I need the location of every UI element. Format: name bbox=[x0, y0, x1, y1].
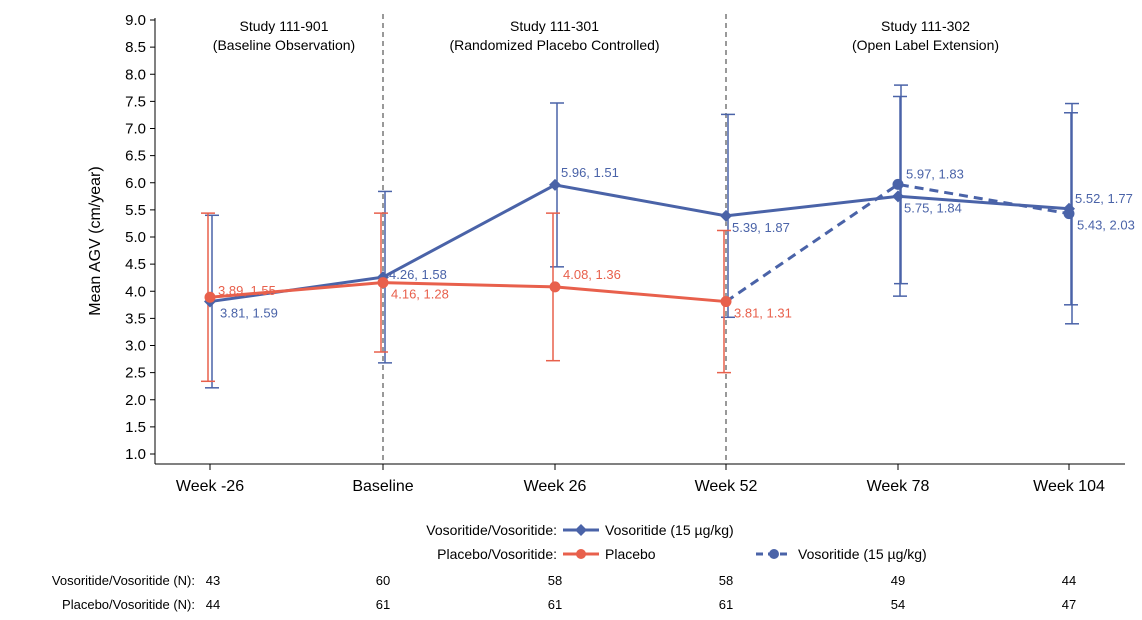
n-table-value: 43 bbox=[206, 573, 220, 588]
y-tick-label: 5.5 bbox=[125, 202, 146, 219]
n-table-value: 58 bbox=[548, 573, 562, 588]
period-subtitle: (Randomized Placebo Controlled) bbox=[449, 37, 659, 53]
y-tick-label: 9.0 bbox=[125, 12, 146, 29]
data-label: 5.96, 1.51 bbox=[561, 165, 619, 180]
period-title: Study 111-302 bbox=[881, 18, 970, 34]
n-table-value: 60 bbox=[376, 573, 390, 588]
y-axis-label: Mean AGV (cm/year) bbox=[87, 166, 104, 315]
period-subtitle: (Baseline Observation) bbox=[213, 37, 355, 53]
legend-group-label: Placebo/Vosoritide: bbox=[437, 546, 557, 562]
data-point-circle bbox=[204, 291, 216, 303]
data-point-circle bbox=[377, 277, 389, 289]
y-tick-label: 4.5 bbox=[125, 256, 146, 273]
data-point-circle bbox=[549, 281, 561, 293]
data-point-diamond bbox=[549, 178, 561, 191]
data-label: 3.81, 1.31 bbox=[734, 306, 792, 321]
n-table-value: 44 bbox=[1062, 573, 1076, 588]
y-tick-label: 1.0 bbox=[125, 446, 146, 463]
data-label: 5.39, 1.87 bbox=[732, 220, 790, 235]
data-label: 5.43, 2.03 bbox=[1077, 218, 1135, 233]
data-label: 4.26, 1.58 bbox=[389, 267, 447, 282]
data-point-circle bbox=[1063, 208, 1075, 220]
data-point-circle bbox=[892, 178, 904, 190]
y-tick-label: 8.0 bbox=[125, 66, 146, 83]
n-table-row-label: Vosoritide/Vosoritide (N): bbox=[52, 573, 195, 588]
y-tick-label: 2.5 bbox=[125, 365, 146, 382]
n-table-value: 54 bbox=[891, 597, 905, 612]
x-tick-label: Week 104 bbox=[1033, 478, 1105, 495]
data-point-diamond bbox=[720, 209, 732, 222]
y-tick-label: 8.5 bbox=[125, 39, 146, 56]
x-tick-label: Week 78 bbox=[867, 478, 930, 495]
period-title: Study 111-301 bbox=[510, 18, 599, 34]
y-tick-label: 3.5 bbox=[125, 310, 146, 327]
y-tick-label: 1.5 bbox=[125, 419, 146, 436]
y-tick-label: 5.0 bbox=[125, 229, 146, 246]
series-line bbox=[209, 183, 1070, 304]
y-tick-label: 6.0 bbox=[125, 175, 146, 192]
legend-label: Vosoritide (15 µg/kg) bbox=[605, 522, 734, 538]
series-line bbox=[209, 281, 727, 304]
legend-label: Vosoritide (15 µg/kg) bbox=[798, 546, 927, 562]
x-tick-label: Baseline bbox=[352, 478, 413, 495]
data-point-diamond bbox=[892, 190, 904, 203]
y-tick-label: 4.0 bbox=[125, 283, 146, 300]
data-label: 5.52, 1.77 bbox=[1075, 191, 1133, 206]
y-tick-label: 7.0 bbox=[125, 121, 146, 138]
data-label: 3.81, 1.59 bbox=[220, 306, 278, 321]
legend-label: Placebo bbox=[605, 546, 656, 562]
data-label: 4.16, 1.28 bbox=[391, 287, 449, 302]
legend-marker-diamond bbox=[575, 524, 587, 536]
data-label: 5.97, 1.83 bbox=[906, 166, 964, 181]
y-tick-label: 6.5 bbox=[125, 148, 146, 165]
x-tick-label: Week 52 bbox=[695, 478, 758, 495]
legend-group-label: Vosoritide/Vosoritide: bbox=[426, 522, 557, 538]
n-table-value: 44 bbox=[206, 597, 220, 612]
data-label: 5.75, 1.84 bbox=[904, 200, 962, 215]
legend-marker-circle bbox=[769, 549, 779, 559]
data-point-circle bbox=[720, 296, 732, 308]
y-tick-label: 3.0 bbox=[125, 338, 146, 355]
data-label: 4.08, 1.36 bbox=[563, 267, 621, 282]
y-tick-label: 7.5 bbox=[125, 93, 146, 110]
period-title: Study 111-901 bbox=[240, 18, 329, 34]
y-tick-label: 2.0 bbox=[125, 392, 146, 409]
data-label: 3.89, 1.55 bbox=[218, 283, 276, 298]
period-subtitle: (Open Label Extension) bbox=[852, 37, 999, 53]
x-tick-label: Week 26 bbox=[524, 478, 587, 495]
n-table-value: 47 bbox=[1062, 597, 1076, 612]
n-table-value: 61 bbox=[548, 597, 562, 612]
n-table-row-label: Placebo/Vosoritide (N): bbox=[62, 597, 195, 612]
n-table-value: 49 bbox=[891, 573, 905, 588]
legend-marker-circle bbox=[576, 549, 586, 559]
series-line bbox=[725, 182, 1070, 303]
n-table-value: 58 bbox=[719, 573, 733, 588]
x-tick-label: Week -26 bbox=[176, 478, 244, 495]
n-table-value: 61 bbox=[719, 597, 733, 612]
n-table-value: 61 bbox=[376, 597, 390, 612]
